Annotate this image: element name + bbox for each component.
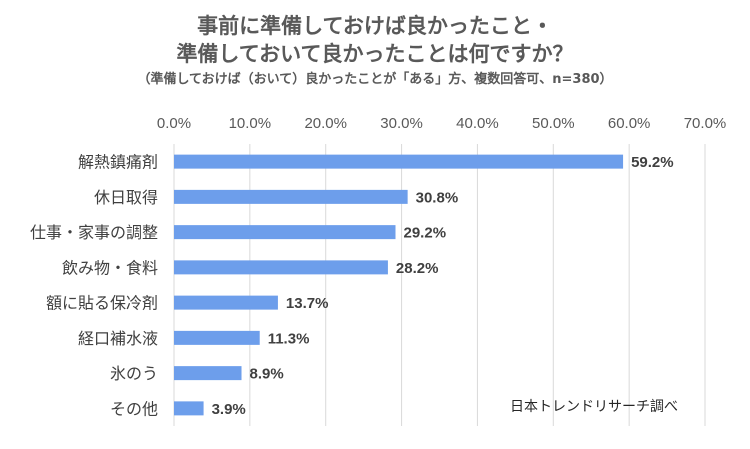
bar [174,330,260,345]
value-labels: 59.2% 30.8% 29.2% 28.2% 13.7% 11.3% 8.9% 3.9% [212,154,674,418]
bar [174,260,388,275]
category-label: 解熱鎮痛剤 [78,153,158,172]
value-label: 29.2% [404,225,447,242]
category-labels: 解熱鎮痛剤休日取得仕事・家事の調整飲み物・食料額に貼る保冷剤経口補水液氷のうその… [30,153,158,419]
value-label: 59.2% [631,154,674,171]
x-tick-label: 70.0% [684,115,727,132]
x-axis-ticks: 0.0% 10.0% 20.0% 30.0% 40.0% 50.0% 60.0% 70.0% [157,115,726,132]
x-tick-label: 20.0% [304,115,347,132]
value-label: 3.9% [212,401,246,418]
category-label: 経口補水液 [78,329,158,348]
chart-title-line2: 準備しておいて良かったことは何ですか？ [176,42,574,66]
value-label: 11.3% [268,330,310,347]
bar [174,154,624,169]
x-tick-label: 50.0% [532,115,575,132]
value-label: 8.9% [250,366,284,383]
gridlines [173,144,706,426]
source-note: 日本トレンドリサーチ調べ [510,399,678,415]
chart-subtitle: （準備しておけば（おいて）良かったことが「ある」方、複数回答可、n=380） [137,72,613,87]
category-label: 休日取得 [94,188,158,207]
bar [174,189,408,204]
x-tick-label: 40.0% [456,115,499,132]
value-label: 28.2% [396,260,439,277]
value-label: 13.7% [286,295,329,312]
category-label: 額に貼る保冷剤 [46,294,158,313]
bar [174,366,242,381]
chart-title-line1: 事前に準備しておけば良かったこと・ [197,14,553,38]
value-label: 30.8% [416,189,459,206]
bar [174,401,204,416]
x-tick-label: 60.0% [608,115,651,132]
category-label: 飲み物・食料 [62,258,158,277]
bar [174,225,396,240]
category-label: その他 [110,399,158,418]
category-label: 仕事・家事の調整 [30,223,158,242]
x-tick-label: 10.0% [229,115,272,132]
category-label: 氷のう [110,364,158,383]
x-tick-label: 0.0% [157,115,191,132]
bars [174,154,624,416]
bar [174,295,278,310]
x-tick-label: 30.0% [380,115,423,132]
